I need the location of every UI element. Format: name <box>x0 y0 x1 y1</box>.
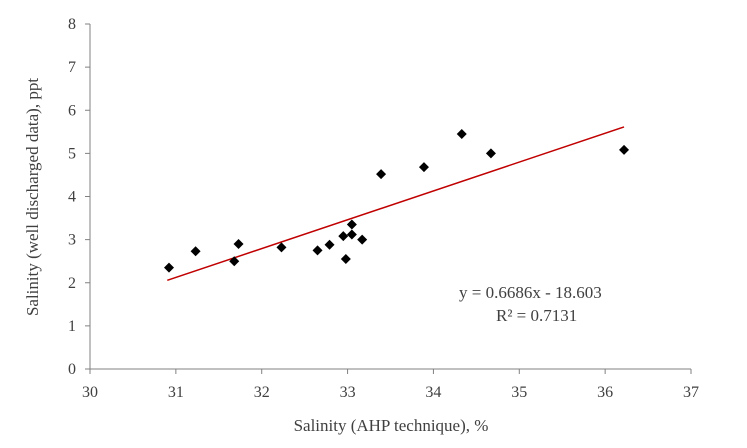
y-axis-label: Salinity (well discharged data), ppt <box>23 78 42 316</box>
trendline-equation: y = 0.6686x - 18.603 <box>459 283 602 302</box>
x-axis-ticks: 30 31 32 33 34 35 36 37 <box>82 369 699 401</box>
data-point <box>229 256 240 267</box>
data-point <box>340 254 351 265</box>
y-tick-label: 6 <box>68 102 76 119</box>
data-point <box>456 128 467 139</box>
y-tick-label: 7 <box>68 59 76 76</box>
x-tick-label: 32 <box>254 384 270 401</box>
trendline-group <box>167 126 625 282</box>
data-point <box>485 148 496 159</box>
x-tick-label: 34 <box>425 384 441 401</box>
y-tick-label: 1 <box>68 318 76 335</box>
r-squared-label: R² = 0.7131 <box>496 306 577 325</box>
y-tick-label: 4 <box>68 189 76 206</box>
x-tick-label: 30 <box>82 384 98 401</box>
x-tick-label: 37 <box>683 384 699 401</box>
x-tick-label: 35 <box>511 384 527 401</box>
data-point <box>619 144 630 155</box>
data-point <box>346 229 357 240</box>
data-point <box>276 242 287 253</box>
data-point <box>338 231 349 242</box>
data-point <box>346 219 357 230</box>
data-point <box>312 245 323 256</box>
data-point <box>418 162 429 173</box>
data-point <box>190 246 201 257</box>
data-point <box>357 234 368 245</box>
data-point <box>324 239 335 250</box>
y-tick-label: 0 <box>68 361 76 378</box>
data-points <box>163 128 630 273</box>
trendline <box>167 126 625 282</box>
x-tick-label: 31 <box>168 384 184 401</box>
x-axis-label: Salinity (AHP technique), % <box>294 416 489 435</box>
y-tick-label: 8 <box>68 16 76 33</box>
data-point <box>376 169 387 180</box>
y-tick-label: 5 <box>68 145 76 162</box>
y-axis-ticks: 0 1 2 3 4 5 6 7 8 <box>68 16 90 378</box>
data-point <box>163 262 174 273</box>
y-tick-label: 2 <box>68 275 76 292</box>
y-tick-label: 3 <box>68 232 76 249</box>
data-point <box>233 238 244 249</box>
x-tick-label: 36 <box>597 384 613 401</box>
x-tick-label: 33 <box>340 384 356 401</box>
